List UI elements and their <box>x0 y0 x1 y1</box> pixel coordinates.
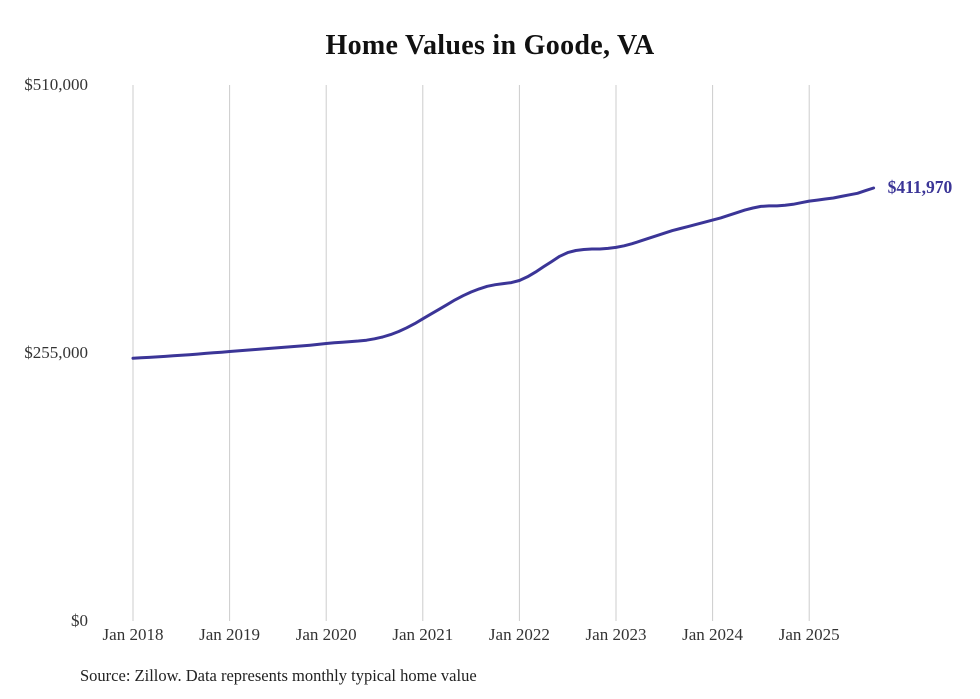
x-axis-label-2019: Jan 2019 <box>199 625 261 644</box>
x-axis-label-2021: Jan 2021 <box>392 625 454 644</box>
chart-title: Home Values in Goode, VA <box>325 30 655 61</box>
x-axis-label-2020: Jan 2020 <box>295 625 357 644</box>
latest-value-label: $411,970 <box>887 177 953 198</box>
y-axis-label-0: $0 <box>71 611 88 630</box>
x-axis-label-2018: Jan 2018 <box>102 625 164 644</box>
x-axis-label-2025: Jan 2025 <box>778 625 840 644</box>
gridlines <box>132 85 810 621</box>
y-axis-label-510000: $510,000 <box>24 75 88 94</box>
x-axis-label-2022: Jan 2022 <box>488 625 550 644</box>
x-axis-label-2023: Jan 2023 <box>585 625 647 644</box>
y-axis-label-255000: $255,000 <box>24 343 88 362</box>
x-axis-label-2024: Jan 2024 <box>682 625 744 644</box>
source-note: Source: Zillow. Data represents monthly … <box>80 666 477 685</box>
value-line <box>131 186 876 360</box>
